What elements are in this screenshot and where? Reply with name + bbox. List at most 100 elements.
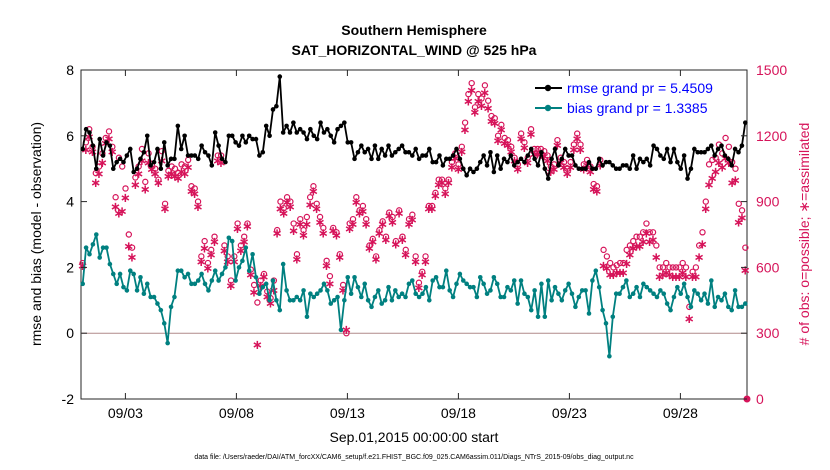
rmse-point [423,153,429,158]
bias-point [542,314,548,320]
obs-assimilated-point: ∗ [420,254,431,269]
rmse-point [664,146,670,152]
rmse-point [240,133,245,139]
rmse-point [277,74,283,79]
obs-possible-point [112,194,119,201]
rmse-point [202,149,208,155]
bias-point [144,281,150,287]
bias-point [325,288,330,293]
obs-assimilated-point: ∗ [423,201,434,216]
bias-point [168,304,174,310]
obs-assimilated-point: ∗ [176,164,187,179]
bias-point [372,294,378,300]
obs-possible-point [422,253,429,260]
bias-point [695,291,701,297]
obs-possible-point [105,128,113,135]
bias-point [416,294,422,300]
obs-assimilated-point: ∗ [222,254,233,269]
rmse-point [369,156,374,162]
bias-point [613,291,619,297]
rmse-point [345,140,351,145]
obs-possible-point [171,165,179,172]
rmse-point [491,169,497,175]
bias-point [515,301,520,306]
obs-assimilated-point: ∗ [499,135,510,150]
bias-point [630,291,636,297]
obs-assimilated-point: ∗ [371,252,382,267]
obs-possible-point [257,277,264,284]
y-axis-label-left: rmse and bias (model - observation) [28,122,44,346]
y-tick-label-right: 0 [756,391,764,407]
bias-point [736,304,741,310]
ticks-group: -2 0 2 4 6 8 0 300 600 900 1200 1500 09/03 09/08 09/13… [62,62,788,421]
rmse-point [97,136,102,142]
obs-assimilated-point: ∗ [123,238,134,253]
bias-point [348,291,354,297]
obs-assimilated-point: ∗ [483,100,494,115]
obs-assimilated-point: ∗ [219,243,230,258]
obs-assimilated-point: ∗ [170,168,181,183]
obs-assimilated-point: ∗ [341,322,352,337]
obs-assimilated-point: ∗ [592,184,603,199]
rmse-point [545,176,551,181]
obs-possible-point [732,165,739,172]
obs-assimilated-point: ∗ [193,199,204,214]
bias-point [131,271,136,277]
obs-possible-point [362,215,370,223]
rmse-point [661,156,667,162]
bias-point [467,284,473,290]
obs-assimilated-point: ∗ [390,236,401,251]
obs-assimilated-point: ∗ [740,263,751,278]
bias-point [331,298,337,303]
rmse-point [165,163,170,168]
y-tick-label-left: 6 [66,128,74,144]
rmse-point [372,143,378,148]
bias-point [80,281,85,287]
rmse-point [297,126,303,132]
obs-possible-point [672,264,680,271]
obs-possible-point [679,259,686,267]
rmse-point [219,156,225,162]
bias-point [569,291,575,297]
rmse-point [331,140,337,145]
obs-possible-point [574,130,581,137]
rmse-point [158,166,164,171]
rmse-point [393,149,398,155]
bias-point [610,314,616,320]
bias-point [576,294,582,300]
rmse-point [630,153,636,158]
bias-point [97,255,102,260]
rmse-point [477,159,483,165]
bias-point [100,245,106,250]
obs-possible-point [438,176,446,183]
obs-possible-point [165,167,172,175]
obs-possible-point [689,268,696,275]
obs-possible-point [392,237,400,245]
obs-possible-point [435,176,442,183]
bias-point [233,278,238,283]
obs-possible-point [478,95,485,102]
obs-possible-point [211,233,218,240]
rmse-point [250,136,255,142]
obs-assimilated-point: ∗ [681,269,692,284]
bias-point [562,288,568,293]
rmse-point [114,159,119,165]
bias-point [607,353,612,359]
bias-point [403,294,408,300]
obs-possible-point [306,194,314,201]
rmse-point [175,123,181,129]
obs-possible-point [379,218,386,225]
rmse-point [291,120,296,125]
rmse-point [522,159,527,165]
rmse-point [457,156,463,162]
obs-possible-point [399,233,406,240]
legend: rmse grand pr = 5.4509 bias grand pr = 1… [535,80,713,116]
obs-assimilated-point: ∗ [437,175,448,190]
obs-assimilated-point: ∗ [120,190,131,205]
obs-possible-point [142,178,149,186]
obs-possible-point [554,136,561,144]
obs-assimilated-point: ∗ [259,269,270,284]
obs-assimilated-point: ∗ [433,177,444,192]
obs-assimilated-point: ∗ [572,131,583,146]
rmse-point [90,143,96,148]
